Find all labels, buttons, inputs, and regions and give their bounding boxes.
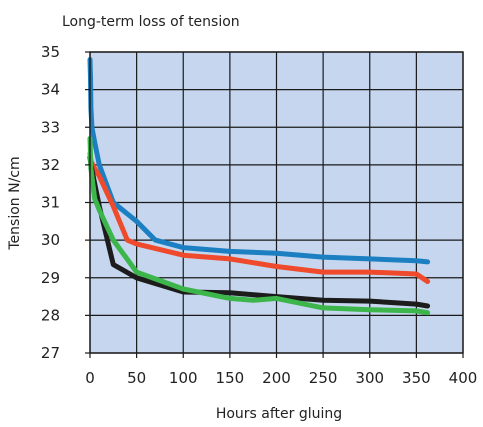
y-tick-label: 27 [41,344,60,362]
y-tick-label: 31 [41,194,60,212]
x-tick-label: 50 [127,369,146,387]
series-line-4 [87,136,431,316]
x-axis-ticks: 0 50 100 150 200 250 300 350 400 [85,353,477,387]
x-tick-label: 100 [169,369,198,387]
y-axis-label: Tension N/cm [7,156,23,250]
x-axis-label: Hours after gluing [216,406,342,422]
series-layer [87,57,431,316]
x-tick-label: 400 [449,369,478,387]
y-tick-label: 32 [41,156,60,174]
y-tick-label: 34 [41,81,60,99]
y-tick-label: 29 [41,269,60,287]
chart-title: Long-term loss of tension [62,14,240,30]
x-tick-label: 300 [355,369,384,387]
y-tick-label: 28 [41,306,60,324]
y-tick-label: 35 [41,43,60,61]
y-tick-label: 30 [41,231,60,249]
y-axis-ticks: 27 28 29 30 31 32 33 34 35 [41,43,90,362]
x-tick-label: 150 [216,369,245,387]
y-tick-label: 33 [41,118,60,136]
x-tick-label: 0 [85,369,95,387]
x-tick-label: 350 [402,369,431,387]
series-line-2 [87,151,431,284]
x-tick-label: 250 [309,369,338,387]
x-tick-label: 200 [262,369,291,387]
series-line-1 [87,57,431,265]
